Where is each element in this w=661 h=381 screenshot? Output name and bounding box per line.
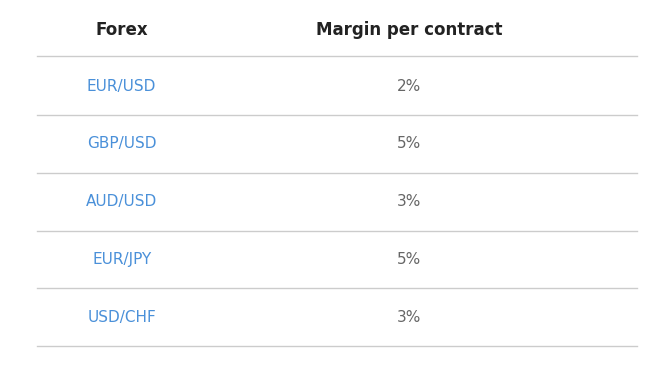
Text: Forex: Forex bbox=[95, 21, 148, 39]
Text: EUR/JPY: EUR/JPY bbox=[92, 252, 151, 267]
Text: 5%: 5% bbox=[397, 136, 421, 151]
Text: 3%: 3% bbox=[397, 194, 421, 209]
Text: GBP/USD: GBP/USD bbox=[87, 136, 157, 151]
Text: Margin per contract: Margin per contract bbox=[315, 21, 502, 39]
Text: 2%: 2% bbox=[397, 78, 421, 94]
Text: 3%: 3% bbox=[397, 310, 421, 325]
Text: 5%: 5% bbox=[397, 252, 421, 267]
Text: EUR/USD: EUR/USD bbox=[87, 78, 157, 94]
Text: AUD/USD: AUD/USD bbox=[86, 194, 157, 209]
Text: USD/CHF: USD/CHF bbox=[87, 310, 156, 325]
